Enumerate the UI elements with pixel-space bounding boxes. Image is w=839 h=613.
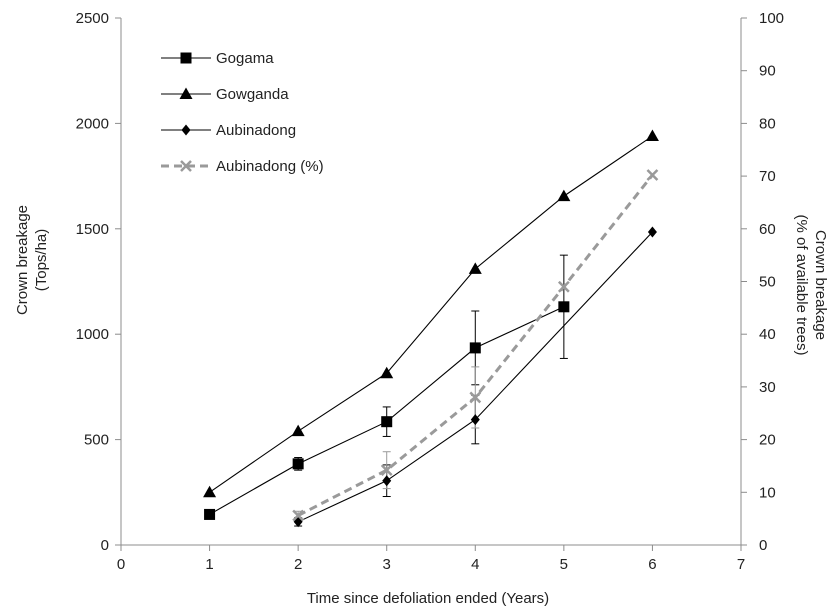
data-point-gowganda — [380, 366, 394, 379]
left-y-axis-ticks: 0 500 1000 1500 2000 2500 — [76, 10, 121, 554]
data-point-gowganda — [468, 262, 482, 274]
data-point-gogama — [381, 416, 393, 428]
x-tick-label: 7 — [737, 556, 745, 573]
left-y-tick-label: 500 — [84, 432, 109, 449]
data-point-gowganda — [291, 424, 305, 437]
legend-marker — [179, 87, 193, 99]
error-bars — [294, 254, 568, 527]
data-point-aubinadong — [380, 464, 393, 477]
data-point-aubinadong — [382, 475, 392, 487]
data-point-gogama — [204, 508, 216, 520]
data-point-aubinadong — [646, 169, 659, 181]
legend-item-aubinadong: Aubinadong — [161, 122, 296, 139]
data-point-aubinadong — [647, 226, 657, 238]
legend-item-gowganda: Gowganda — [161, 86, 289, 103]
series-line-gowganda — [209, 135, 653, 493]
data-point-gowganda — [645, 129, 659, 142]
right-y-tick-label: 10 — [759, 484, 776, 501]
right-y-tick-label: 20 — [759, 432, 776, 449]
left-y-tick-label: 1000 — [76, 326, 109, 343]
right-y-tick-label: 0 — [759, 537, 767, 554]
series-gowganda — [203, 129, 659, 498]
right-y-tick-label: 40 — [759, 326, 776, 343]
left-y-tick-label: 2500 — [76, 10, 109, 27]
legend-label: Aubinadong — [216, 122, 296, 139]
data-point-gowganda — [557, 189, 571, 202]
legend-marker — [181, 124, 191, 136]
left-y-axis-title-line-2: (Tops/ha) — [33, 229, 50, 292]
right-y-tick-label: 90 — [759, 63, 776, 80]
legend-label: Aubinadong (%) — [216, 158, 324, 175]
legend: Gogama Gowganda Aubinadong Aubinadong (%) — [161, 50, 324, 175]
x-axis-title: Time since defoliation ended (Years) — [307, 590, 549, 607]
right-y-tick-label: 70 — [759, 168, 776, 185]
left-y-axis-title-line-1: Crown breakage — [14, 205, 31, 315]
axes — [120, 18, 742, 546]
legend-label: Gowganda — [216, 86, 289, 103]
right-y-tick-label: 30 — [759, 379, 776, 396]
right-y-axis-title-line-1: Crown breakage — [812, 230, 829, 340]
x-tick-label: 4 — [471, 556, 479, 573]
right-y-tick-label: 50 — [759, 274, 776, 291]
x-tick-label: 3 — [383, 556, 391, 573]
series-gogama — [204, 301, 570, 520]
legend-label: Gogama — [216, 50, 274, 67]
data-point-gogama — [558, 301, 570, 313]
data-point-aubinadong — [557, 280, 570, 293]
series-layer — [203, 129, 659, 528]
series-line-aubinadong — [297, 231, 653, 523]
series-aubinadong — [292, 169, 659, 522]
data-point-aubinadong — [292, 509, 305, 522]
right-y-axis-ticks: 0 10 20 30 40 50 60 70 80 90 100 — [741, 10, 784, 554]
x-axis-ticks: 0 1 2 3 4 5 6 7 — [117, 545, 745, 573]
legend-marker — [180, 160, 192, 172]
data-point-gowganda — [203, 485, 217, 498]
x-tick-label: 1 — [205, 556, 213, 573]
left-y-tick-label: 1500 — [76, 221, 109, 238]
data-point-aubinadong — [470, 414, 480, 426]
x-tick-label: 6 — [648, 556, 656, 573]
left-y-tick-label: 0 — [101, 537, 109, 554]
data-point-aubinadong — [469, 391, 482, 404]
legend-item-gogama: Gogama — [161, 50, 274, 67]
legend-marker — [180, 52, 192, 64]
x-tick-label: 2 — [294, 556, 302, 573]
right-y-tick-label: 100 — [759, 10, 784, 27]
left-y-tick-label: 2000 — [76, 115, 109, 132]
right-y-tick-label: 60 — [759, 221, 776, 238]
data-point-gogama — [292, 458, 304, 470]
x-tick-label: 0 — [117, 556, 125, 573]
right-y-tick-label: 80 — [759, 115, 776, 132]
right-y-axis-title-line-2: (% of available trees) — [793, 215, 810, 356]
legend-item-aubinadong: Aubinadong (%) — [161, 158, 324, 175]
data-point-gogama — [469, 342, 481, 354]
x-tick-label: 5 — [560, 556, 568, 573]
